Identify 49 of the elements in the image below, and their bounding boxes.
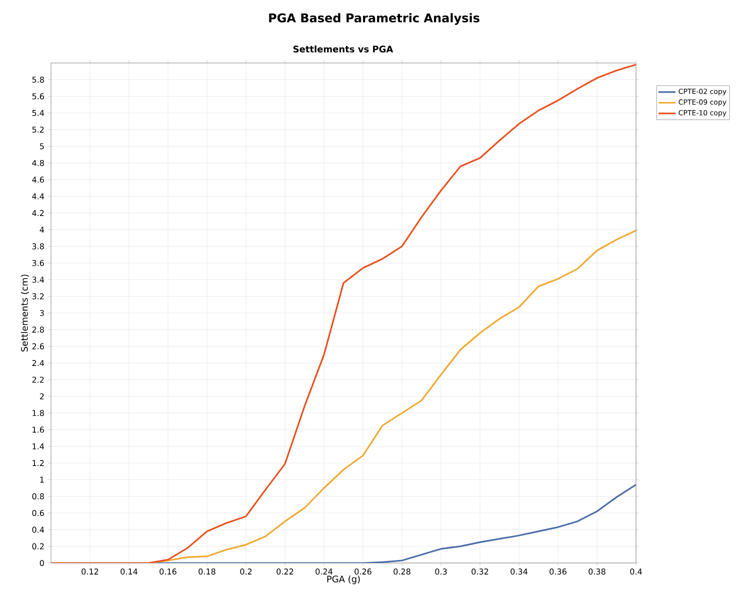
- x-tick-label: 0.18: [198, 568, 216, 575]
- y-tick-label: 2.6: [32, 343, 44, 350]
- x-tick-label: 0.12: [82, 568, 98, 575]
- y-tick-label: 0: [40, 560, 44, 566]
- y-tick-label: 3: [40, 310, 44, 316]
- x-tick-label: 0.4: [630, 568, 642, 575]
- y-tick-label: 5: [40, 143, 44, 150]
- y-tick-label: 5.2: [32, 126, 44, 133]
- x-axis-title: PGA (g): [327, 575, 360, 584]
- y-tick-label: 0.2: [32, 543, 44, 550]
- y-tick-label: 5.8: [32, 76, 44, 83]
- y-tick-label: 2.8: [32, 326, 44, 333]
- x-tick-label: 0.38: [588, 568, 606, 575]
- y-tick-label: 1.8: [32, 410, 44, 416]
- y-tick-label: 3.4: [32, 276, 44, 283]
- y-tick-label: 4.4: [32, 193, 44, 200]
- x-tick-label: 0.26: [354, 568, 372, 575]
- x-tick-label: 0.3: [435, 568, 447, 575]
- y-tick-label: 1.4: [32, 443, 44, 450]
- y-tick-label: 3.8: [32, 243, 44, 250]
- x-tick-label: 0.22: [276, 568, 294, 575]
- y-tick-label: 5.4: [32, 110, 44, 116]
- y-tick-label: 2: [40, 393, 44, 400]
- x-tick-label: 0.2: [240, 568, 252, 575]
- y-tick-label: 4.2: [32, 210, 44, 216]
- x-tick-label: 0.34: [510, 568, 528, 575]
- chart-subtitle: Settlements vs PGA: [293, 46, 394, 52]
- x-tick-label: 0.24: [316, 568, 332, 575]
- y-tick-label: 5.6: [32, 93, 44, 100]
- y-tick-label: 1: [40, 476, 44, 483]
- x-tick-label: 0.28: [394, 568, 410, 575]
- chart-title: PGA Based Parametric Analysis: [269, 13, 480, 25]
- x-tick-label: 0.36: [550, 568, 566, 575]
- y-tick-label: 1.2: [32, 460, 44, 466]
- x-tick-label: 0.14: [120, 568, 138, 575]
- y-tick-label: 4.6: [32, 176, 44, 183]
- y-tick-label: 3.2: [32, 293, 44, 300]
- y-tick-label: 0.8: [32, 493, 44, 500]
- y-tick-label: 2.4: [32, 360, 44, 366]
- y-tick-label: 3.6: [32, 260, 44, 266]
- y-tick-label: 4.8: [32, 160, 44, 166]
- y-tick-label: 2.2: [32, 376, 44, 383]
- x-tick-label: 0.32: [472, 568, 488, 575]
- y-tick-label: 1.6: [32, 426, 44, 433]
- x-tick-label: 0.16: [160, 568, 176, 575]
- y-tick-label: 0.6: [32, 510, 44, 516]
- y-axis-title: Settlements (cm): [20, 274, 29, 352]
- y-tick-label: 4: [40, 226, 44, 233]
- y-tick-label: 0.4: [32, 526, 44, 533]
